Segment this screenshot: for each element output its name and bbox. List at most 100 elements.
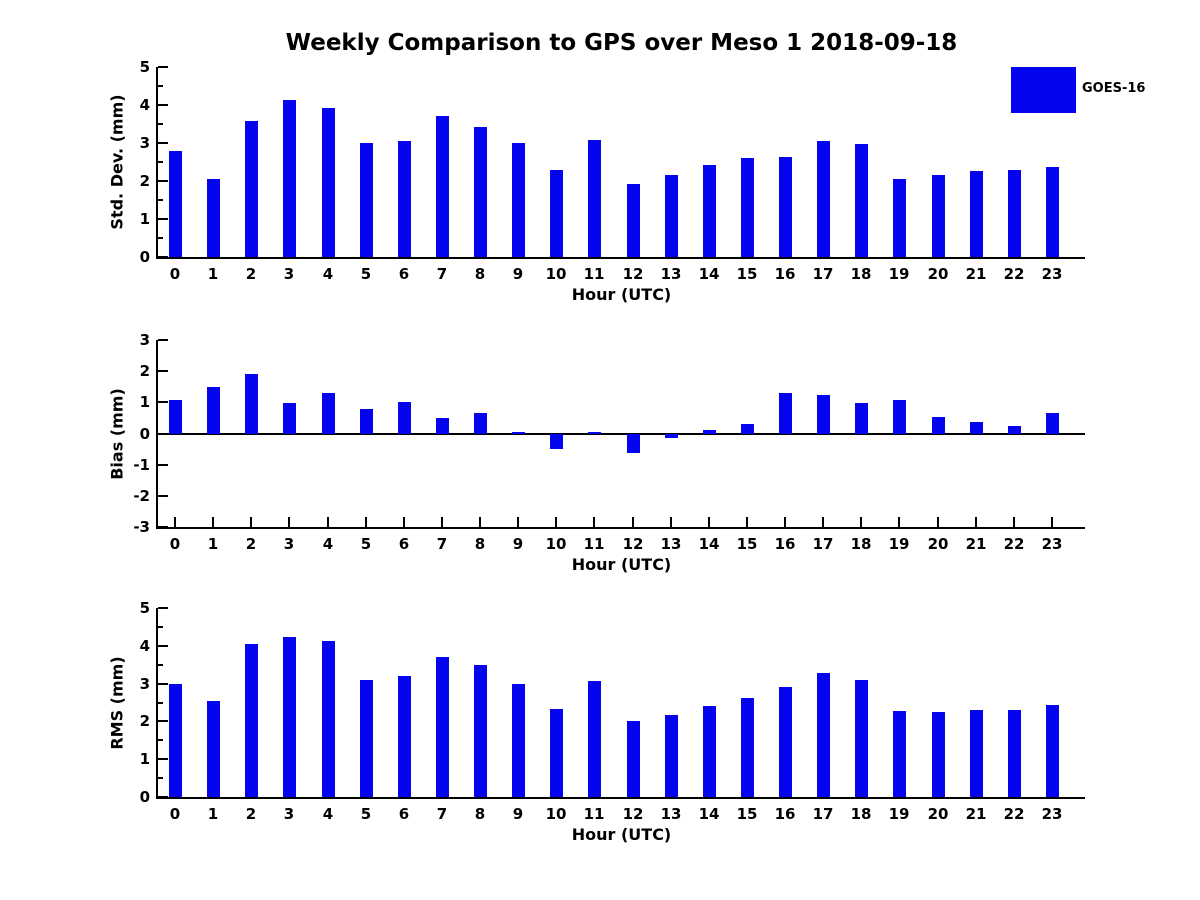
x-tick-label: 12	[622, 535, 644, 553]
bar-rms-hour-2	[245, 644, 258, 797]
x-axis-label: Hour (UTC)	[571, 825, 672, 844]
y-minor-tick	[158, 161, 163, 163]
bar-std-dev-hour-9	[512, 143, 525, 257]
y-tick-label: 3	[139, 675, 150, 693]
bar-rms-hour-19	[893, 711, 906, 797]
bar-rms-hour-12	[627, 721, 640, 797]
bar-rms-hour-23	[1046, 705, 1059, 797]
x-tick-label: 15	[736, 535, 758, 553]
bar-bias-hour-1	[207, 387, 220, 434]
y-major-tick	[158, 526, 168, 528]
y-minor-tick	[158, 123, 163, 125]
y-major-tick	[158, 66, 168, 68]
x-tick-label: 17	[812, 805, 834, 823]
x-tick-label: 7	[436, 805, 448, 823]
x-major-tick	[441, 517, 443, 527]
x-tick-label: 21	[965, 265, 987, 283]
bar-rms-hour-9	[512, 684, 525, 797]
bar-std-dev-hour-13	[665, 175, 678, 257]
zero-line	[158, 433, 1085, 435]
bar-bias-hour-20	[932, 417, 945, 434]
x-tick-label: 21	[965, 535, 987, 553]
bar-std-dev-hour-21	[970, 171, 983, 257]
bar-std-dev-hour-3	[283, 100, 296, 257]
bar-std-dev-hour-12	[627, 184, 640, 257]
y-axis-spine	[156, 67, 158, 259]
y-axis-spine	[156, 608, 158, 799]
bar-std-dev-hour-4	[322, 108, 335, 257]
y-tick-label: 2	[139, 362, 150, 380]
bar-std-dev-hour-23	[1046, 167, 1059, 257]
x-tick-label: 19	[888, 265, 910, 283]
x-tick-label: 10	[545, 805, 567, 823]
bar-std-dev-hour-11	[588, 140, 601, 257]
bar-std-dev-hour-7	[436, 116, 449, 257]
x-tick-label: 13	[660, 805, 682, 823]
bar-bias-hour-16	[779, 393, 792, 434]
bar-std-dev-hour-8	[474, 127, 487, 257]
x-tick-label: 17	[812, 535, 834, 553]
bar-rms-hour-13	[665, 715, 678, 797]
bar-rms-hour-14	[703, 706, 716, 797]
x-axis-spine	[156, 527, 1085, 529]
x-major-tick	[860, 517, 862, 527]
bar-std-dev-hour-10	[550, 170, 563, 257]
x-tick-label: 13	[660, 265, 682, 283]
x-tick-label: 2	[245, 265, 257, 283]
bar-std-dev-hour-20	[932, 175, 945, 257]
x-tick-label: 3	[283, 265, 295, 283]
x-tick-label: 2	[245, 535, 257, 553]
bar-rms-hour-17	[817, 673, 830, 797]
x-tick-label: 11	[583, 805, 605, 823]
y-minor-tick	[158, 85, 163, 87]
x-tick-label: 15	[736, 265, 758, 283]
x-tick-label: 19	[888, 535, 910, 553]
bar-rms-hour-6	[398, 676, 411, 797]
y-minor-tick	[158, 237, 163, 239]
x-major-tick	[403, 517, 405, 527]
x-major-tick	[479, 517, 481, 527]
y-tick-label: 4	[139, 637, 150, 655]
x-major-tick	[517, 517, 519, 527]
x-tick-label: 11	[583, 265, 605, 283]
y-tick-label: 2	[139, 712, 150, 730]
x-axis-spine	[156, 257, 1085, 259]
x-axis-label: Hour (UTC)	[571, 285, 672, 304]
y-minor-tick	[158, 664, 163, 666]
y-tick-label: 1	[139, 210, 150, 228]
bar-rms-hour-15	[741, 698, 754, 797]
bar-bias-hour-4	[322, 393, 335, 434]
x-major-tick	[212, 517, 214, 527]
x-tick-label: 20	[927, 265, 949, 283]
y-major-tick	[158, 758, 168, 760]
x-tick-label: 18	[850, 805, 872, 823]
x-tick-label: 5	[360, 805, 372, 823]
y-major-tick	[158, 645, 168, 647]
bar-std-dev-hour-6	[398, 141, 411, 257]
x-tick-label: 12	[622, 805, 644, 823]
y-major-tick	[158, 720, 168, 722]
x-major-tick	[1013, 517, 1015, 527]
bar-bias-hour-5	[360, 409, 373, 434]
x-major-tick	[784, 517, 786, 527]
x-tick-label: 11	[583, 535, 605, 553]
bar-bias-hour-9	[512, 432, 525, 434]
x-major-tick	[937, 517, 939, 527]
x-tick-label: 15	[736, 805, 758, 823]
x-tick-label: 9	[512, 805, 524, 823]
x-tick-label: 4	[322, 265, 334, 283]
x-tick-label: 13	[660, 535, 682, 553]
bar-bias-hour-14	[703, 430, 716, 434]
bar-std-dev-hour-15	[741, 158, 754, 257]
bar-rms-hour-0	[169, 684, 182, 797]
y-axis-label: Bias (mm)	[107, 387, 127, 480]
bar-bias-hour-21	[970, 422, 983, 434]
legend-label: GOES-16	[1082, 81, 1146, 96]
x-tick-label: 0	[169, 535, 181, 553]
y-tick-label: -3	[133, 518, 150, 536]
x-tick-label: 8	[474, 265, 486, 283]
x-tick-label: 10	[545, 535, 567, 553]
bar-std-dev-hour-2	[245, 121, 258, 257]
bar-rms-hour-16	[779, 687, 792, 797]
